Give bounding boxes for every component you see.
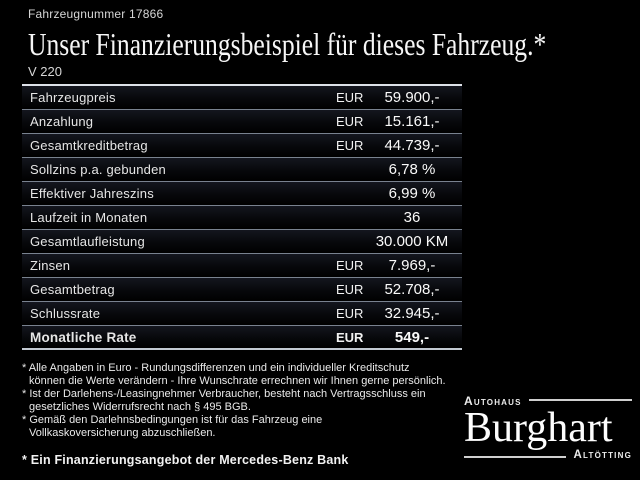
row-label: Gesamtkreditbetrag [30, 138, 148, 153]
dealer-name: Burghart [464, 405, 613, 451]
footnote-line: können die Werte verändern - Ihre Wunsch… [29, 375, 446, 387]
row-label: Fahrzeugpreis [30, 90, 116, 105]
financing-table: Fahrzeugpreis EUR 59.900,- Anzahlung EUR… [22, 84, 462, 350]
footnote-line: * Ist der Darlehens-/Leasingnehmer Verbr… [22, 388, 426, 400]
row-value: 15.161,- [384, 113, 440, 130]
row-currency: EUR [336, 138, 364, 153]
row-currency: EUR [336, 90, 364, 105]
page-title: Unser Finanzierungsbeispiel für dieses F… [28, 26, 547, 62]
footnote-line: Vollkaskoversicherung abzuschließen. [29, 427, 216, 439]
table-row: Zinsen EUR 7.969,- [22, 254, 462, 278]
financing-bank-note: * Ein Finanzierungsangebot der Mercedes-… [22, 453, 349, 467]
footnote-line: * Alle Angaben in Euro - Rundungsdiffere… [22, 362, 410, 374]
row-value: 30.000 KM [375, 233, 449, 250]
row-label: Monatliche Rate [30, 329, 137, 345]
row-value: 32.945,- [384, 305, 440, 322]
row-value: 6,99 % [388, 185, 436, 202]
row-currency: EUR [336, 114, 364, 129]
row-label: Gesamtbetrag [30, 282, 115, 297]
dealer-logo: Autohaus Burghart Altötting [464, 394, 632, 462]
table-row: Gesamtlaufleistung 30.000 KM [22, 230, 462, 254]
vehicle-number: Fahrzeugnummer 17866 [28, 7, 164, 21]
row-label: Zinsen [30, 258, 71, 273]
row-value: 7.969,- [388, 257, 436, 274]
row-label: Anzahlung [30, 114, 94, 129]
row-value: 44.739,- [384, 137, 440, 154]
row-value: 36 [403, 209, 421, 226]
logo-city-label: Altötting [573, 449, 632, 461]
row-value: 52.708,- [384, 281, 440, 298]
row-label: Laufzeit in Monaten [30, 210, 148, 225]
row-label: Gesamtlaufleistung [30, 234, 145, 249]
logo-top-rule [528, 399, 632, 401]
row-label: Schlussrate [30, 306, 101, 321]
row-label: Effektiver Jahreszins [30, 186, 154, 201]
table-row: Sollzins p.a. gebunden 6,78 % [22, 158, 462, 182]
row-value: 549,- [394, 328, 430, 346]
table-row-monthly-rate: Monatliche Rate EUR 549,- [22, 326, 462, 350]
logo-autohaus-label: Autohaus [464, 394, 522, 408]
table-row: Gesamtkreditbetrag EUR 44.739,- [22, 134, 462, 158]
table-row: Schlussrate EUR 32.945,- [22, 302, 462, 326]
logo-bottom-rule [464, 456, 567, 458]
vehicle-model: V 220 [28, 64, 62, 79]
row-label: Sollzins p.a. gebunden [30, 162, 166, 177]
footnote-line: * Gemäß den Darlehnsbedingungen ist für … [22, 414, 323, 426]
table-row: Effektiver Jahreszins 6,99 % [22, 182, 462, 206]
table-row: Gesamtbetrag EUR 52.708,- [22, 278, 462, 302]
footnote-line: gesetzliches Widerrufsrecht nach § 495 B… [29, 401, 251, 413]
table-row: Anzahlung EUR 15.161,- [22, 110, 462, 134]
row-currency: EUR [336, 282, 364, 297]
row-value: 59.900,- [384, 89, 440, 106]
footnotes: * Alle Angaben in Euro - Rundungsdiffere… [22, 362, 474, 440]
row-value: 6,78 % [388, 161, 436, 178]
table-row: Fahrzeugpreis EUR 59.900,- [22, 86, 462, 110]
row-currency: EUR [336, 306, 364, 321]
row-currency: EUR [336, 258, 364, 273]
table-row: Laufzeit in Monaten 36 [22, 206, 462, 230]
row-currency: EUR [336, 329, 364, 345]
